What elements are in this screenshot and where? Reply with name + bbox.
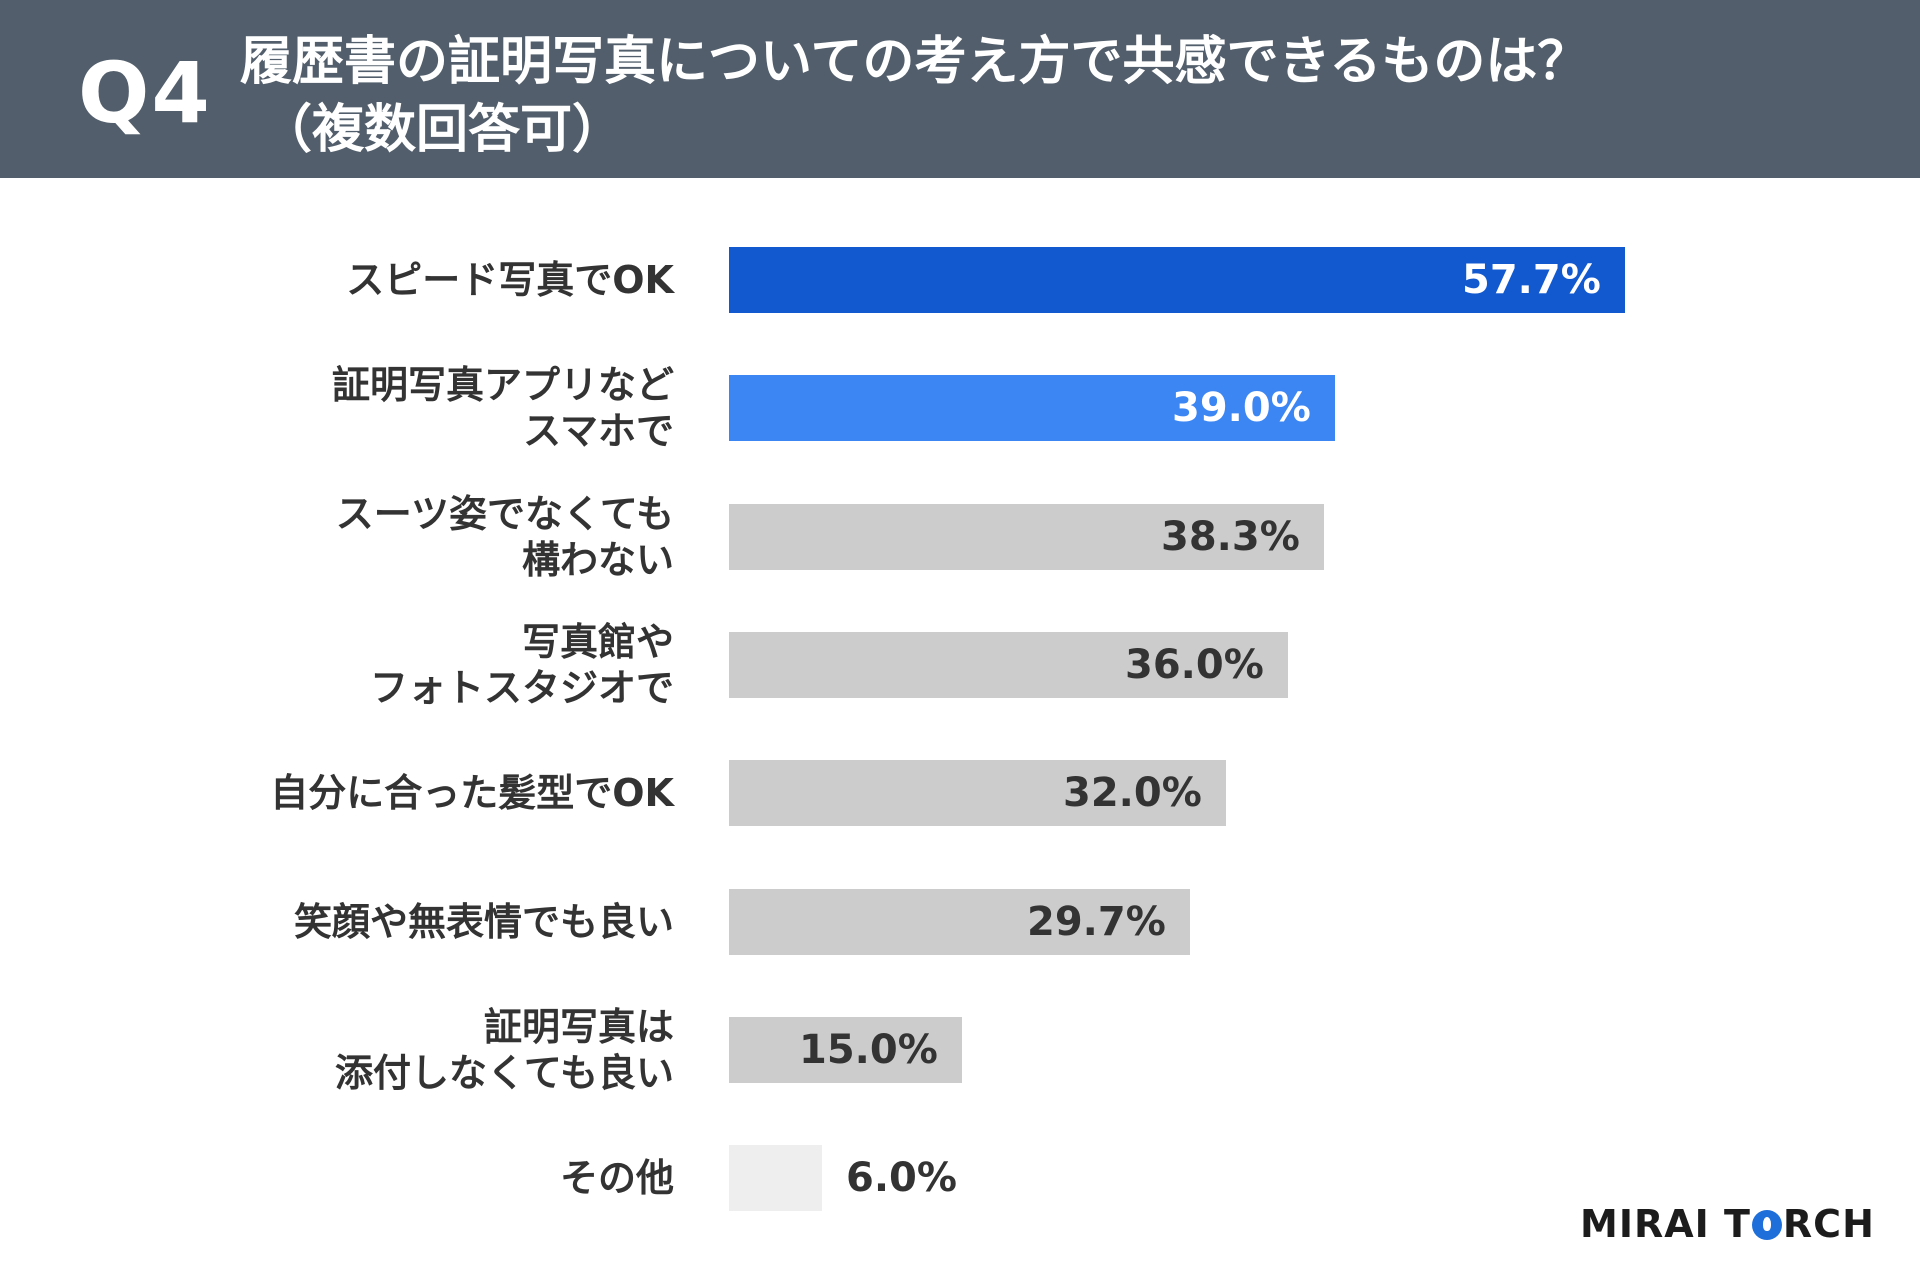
category-label: その他 (559, 1156, 674, 1200)
category-label: 証明写真は 添付しなくても良い (335, 1005, 674, 1095)
value-label: 38.3% (1161, 514, 1300, 560)
bar (729, 375, 1335, 441)
mirai-torch-logo: MIRAI T RCH (1580, 1202, 1885, 1252)
value-label: 6.0% (846, 1155, 957, 1201)
question-text: 履歴書の証明写真についての考え方で共感できるものは？ (240, 32, 1590, 92)
value-label: 39.0% (1172, 385, 1311, 431)
category-label: 写真館や フォトスタジオで (369, 620, 674, 710)
category-label: スーツ姿でなくても 構わない (335, 492, 674, 582)
bar (729, 1017, 962, 1083)
logo-text-right: RCH (1782, 1202, 1875, 1246)
value-label: 29.7% (1027, 899, 1166, 945)
bar-chart: スピード写真でOK 57.7% 証明写真アプリなど スマホで 39.0% スーツ姿でなく… (0, 178, 1920, 1279)
torch-icon (1751, 1210, 1782, 1240)
category-label: スピード写真でOK (346, 258, 674, 302)
value-label: 57.7% (1462, 257, 1601, 303)
bar (729, 1145, 822, 1211)
bar (729, 760, 1226, 826)
category-label: 自分に合った髪型でOK (270, 771, 674, 815)
bar (729, 504, 1324, 570)
value-label: 32.0% (1063, 770, 1202, 816)
bar (729, 247, 1625, 313)
bar (729, 632, 1288, 698)
value-label: 36.0% (1125, 642, 1264, 688)
question-subtitle: （複数回答可） (260, 100, 625, 160)
value-label: 15.0% (799, 1027, 938, 1073)
category-label: 証明写真アプリなど スマホで (331, 363, 674, 453)
header-banner: Q4 履歴書の証明写真についての考え方で共感できるものは？ （複数回答可） (0, 0, 1920, 178)
question-title: 履歴書の証明写真についての考え方で共感できるものは？ （複数回答可） (240, 28, 1880, 164)
logo-text-left: MIRAI T (1580, 1202, 1751, 1246)
question-number: Q4 (78, 44, 212, 142)
category-label: 笑顔や無表情でも良い (293, 900, 674, 944)
bar (729, 889, 1190, 955)
